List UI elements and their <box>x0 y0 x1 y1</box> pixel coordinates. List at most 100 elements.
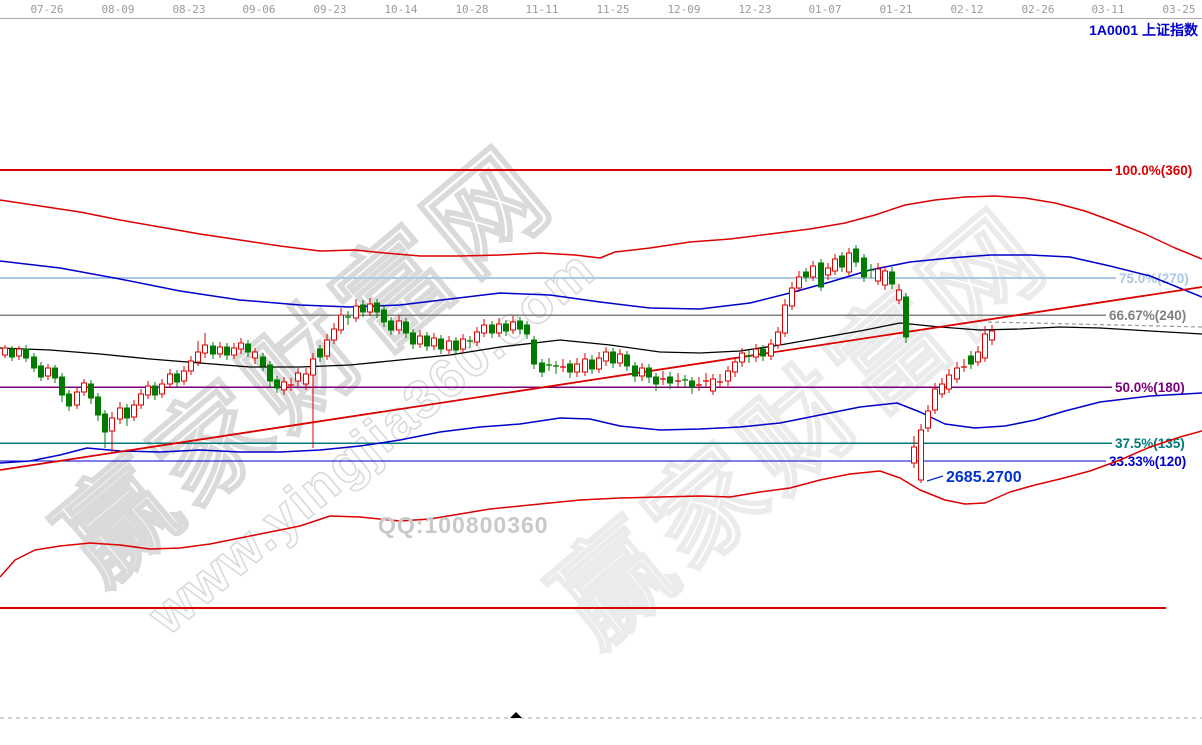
date-tick-label: 02-26 <box>1021 3 1054 16</box>
candle-body <box>274 379 280 389</box>
candle-body <box>396 320 402 331</box>
candle-body <box>152 385 158 396</box>
swing-low-price-label: 2685.2700 <box>946 469 1022 486</box>
date-tick-label: 08-09 <box>101 3 134 16</box>
candle-body <box>489 324 495 334</box>
candle-body <box>875 268 881 282</box>
candle-body <box>531 339 537 365</box>
date-tick-label: 03-25 <box>1162 3 1195 16</box>
candle-body <box>195 351 201 363</box>
candle-body <box>446 340 452 351</box>
stock-title: 1A0001 上证指数 <box>1089 22 1198 38</box>
candle-body <box>245 343 251 353</box>
candle-body <box>324 339 330 357</box>
candle-body <box>689 380 695 388</box>
candle-body <box>610 351 616 364</box>
candle-body <box>496 323 502 334</box>
candle-body <box>374 302 380 313</box>
candle-body <box>789 287 795 307</box>
candle-body <box>45 367 51 377</box>
candle-body <box>803 271 809 278</box>
candle-body <box>202 344 208 354</box>
candle-body <box>474 331 480 343</box>
candle-body <box>252 351 258 359</box>
candle-body <box>911 446 917 464</box>
candle-body <box>989 330 995 341</box>
candle-body <box>210 345 216 355</box>
candle-body <box>510 321 516 331</box>
ma-projection-dashed <box>987 321 1202 328</box>
candle-body <box>517 320 523 330</box>
candle-body <box>624 354 630 367</box>
gann-level-label: 100.0%(360) <box>1115 163 1192 178</box>
candle-body <box>102 413 108 433</box>
candle-body <box>596 357 602 370</box>
candle-body <box>317 348 323 358</box>
date-tick-label: 08-23 <box>172 3 205 16</box>
candle-body <box>903 296 909 338</box>
candle-body <box>260 356 266 367</box>
candle-body <box>453 340 459 351</box>
date-tick-label: 09-06 <box>242 3 275 16</box>
candle-body <box>732 361 738 373</box>
candle-body <box>109 417 115 432</box>
candle-body <box>310 358 316 376</box>
date-tick-label: 12-09 <box>667 3 700 16</box>
candle-body <box>589 359 595 370</box>
candle-body <box>74 391 80 406</box>
candle-body <box>617 353 623 364</box>
black-ma <box>0 322 1202 368</box>
gann-level-label: 66.67%(240) <box>1109 308 1186 323</box>
candle-body <box>217 346 223 355</box>
lower-red-envelope <box>0 430 1202 578</box>
candle-body <box>81 382 87 393</box>
candle-body <box>768 343 774 357</box>
candle-body <box>839 255 845 268</box>
candle-body <box>775 331 781 346</box>
candle-body <box>31 356 37 369</box>
candle-body <box>231 347 237 356</box>
candle-body <box>88 383 94 399</box>
candle-body <box>925 410 931 429</box>
date-tick-label: 02-12 <box>950 3 983 16</box>
upper-blue-ma <box>0 254 1202 310</box>
candle-body <box>95 396 101 416</box>
candle-body <box>117 407 123 420</box>
candle-body <box>38 365 44 378</box>
candle-body <box>338 314 344 331</box>
candle-body <box>188 360 194 372</box>
candle-body <box>438 338 444 350</box>
candle-body <box>159 383 165 395</box>
gann-level-label: 50.0%(180) <box>1115 380 1185 395</box>
price-pointer-line <box>926 475 944 482</box>
candle-body <box>710 378 716 392</box>
candle-body <box>503 323 509 332</box>
candle-body <box>896 289 902 301</box>
candle-body <box>782 304 788 334</box>
candle-body <box>846 252 852 273</box>
candle-body <box>267 364 273 382</box>
candle-body <box>131 404 137 418</box>
candle-body <box>52 367 58 379</box>
candle-body <box>403 321 409 334</box>
candle-body <box>417 335 423 345</box>
candle-body <box>725 370 731 382</box>
candle-body <box>818 262 824 288</box>
date-tick-label: 12-23 <box>738 3 771 16</box>
candle-body <box>460 338 466 350</box>
candle-body <box>9 348 15 358</box>
candle-body <box>968 355 974 365</box>
candle-body <box>760 348 766 357</box>
candle-body <box>753 348 759 358</box>
lower-blue-ma <box>0 392 1202 464</box>
candle-body <box>388 320 394 331</box>
candle-body <box>224 346 230 356</box>
candle-body <box>524 324 530 335</box>
bottom-triangle-marker[interactable] <box>510 712 522 718</box>
candle-body <box>303 373 309 385</box>
date-tick-label: 01-21 <box>879 3 912 16</box>
candle-body <box>145 385 151 396</box>
candle-body <box>810 265 816 278</box>
